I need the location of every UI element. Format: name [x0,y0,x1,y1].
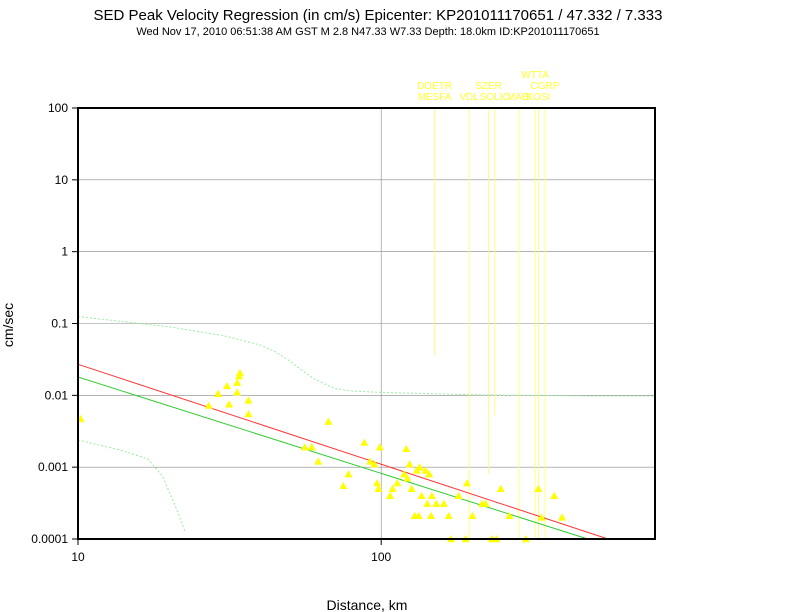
data-point-42 [439,499,448,507]
station-label-kosi: KOSI [526,92,550,103]
data-point-13 [314,457,323,465]
data-point-39 [427,511,436,520]
station-label-solic: SOLIC [480,92,510,103]
data-point-22 [375,443,384,451]
data-point-18 [366,457,375,465]
data-point-23 [386,491,395,499]
y-tick-label-0: 100 [48,101,68,115]
data-points [76,368,567,543]
data-point-2 [214,389,223,398]
station-label-wtta: WTTA [521,70,549,81]
data-point-30 [407,484,416,492]
station-lines [434,108,546,539]
data-point-36 [421,466,430,474]
data-point-47 [463,479,472,487]
data-point-43 [444,511,453,520]
data-point-50 [481,499,490,507]
data-point-48 [468,511,477,520]
data-point-38 [425,470,434,478]
data-point-4 [225,400,234,408]
y-tick-label-5: 0.001 [38,460,68,474]
data-point-27 [402,444,411,453]
data-point-16 [344,470,353,478]
data-point-8 [235,368,244,377]
data-point-37 [423,499,432,507]
y-tick-label-1: 10 [55,173,69,187]
data-point-26 [400,470,409,478]
data-point-3 [222,381,231,390]
data-point-11 [300,443,309,451]
data-point-20 [373,479,382,487]
data-point-17 [360,438,369,446]
data-point-57 [537,513,546,521]
data-point-19 [370,460,379,468]
data-point-1 [204,401,213,409]
data-point-40 [427,491,436,499]
data-point-5 [233,388,242,396]
data-point-15 [339,481,348,490]
x-tick-label-0: 10 [71,550,85,564]
station-label-doetr: DOETR [417,81,452,92]
y-tick-label-2: 1 [61,245,68,259]
data-point-54 [505,511,514,520]
data-point-59 [558,513,567,521]
data-point-41 [432,499,441,507]
data-point-35 [417,491,426,499]
data-point-6 [233,378,242,386]
regression-line [77,363,609,540]
grid-lines [78,108,655,539]
data-point-10 [244,409,253,418]
data-point-12 [307,443,316,451]
data-point-24 [388,484,397,492]
station-label-cgrp: CGRP [531,81,560,92]
upper-bound-line [77,316,655,397]
chart-subtitle: Wed Nov 17, 2010 06:51:38 AM GST M 2.8 N… [136,26,599,38]
station-label-mabi: MABI [507,92,531,103]
y-tick-label-6: 0.0001 [31,532,68,546]
data-point-14 [324,417,333,425]
data-point-25 [393,479,402,487]
y-tick-label-3: 0.1 [51,317,68,331]
station-label-vdl: VDL [459,92,479,103]
x-axis-label: Distance, km [327,597,408,612]
confidence-bounds [77,316,655,531]
data-point-53 [496,484,505,492]
chart-title: SED Peak Velocity Regression (in cm/s) E… [94,7,663,24]
y-axis-label: cm/sec [0,303,16,347]
axis-ticks: 10 100 100 10 1 0.1 0.01 0.001 0.0001 [31,101,391,564]
data-point-45 [454,491,463,499]
x-tick-label-1: 100 [371,550,391,564]
data-point-21 [374,484,383,492]
station-label-szer: SZER [475,81,502,92]
lower-bound-line [77,439,186,531]
station-label-mesfa: MESFA [418,92,452,103]
regression-lines [77,363,609,540]
data-point-28 [403,474,412,482]
data-point-58 [550,491,559,499]
data-point-9 [244,396,253,404]
fit-line [77,376,588,540]
data-point-29 [405,460,414,468]
data-point-33 [414,511,423,520]
data-point-34 [415,463,424,471]
y-tick-label-4: 0.01 [45,388,69,402]
data-point-56 [534,484,543,492]
